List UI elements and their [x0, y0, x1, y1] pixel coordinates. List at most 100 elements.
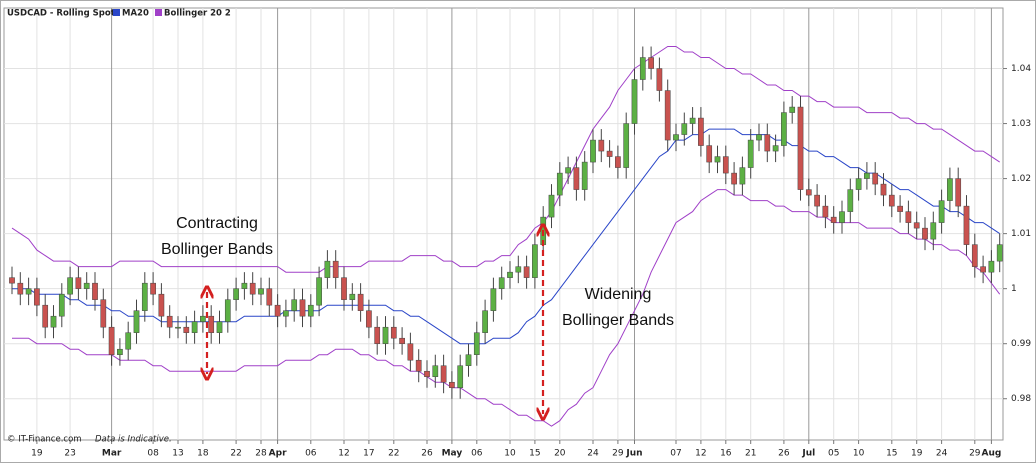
candle-body — [996, 244, 1003, 262]
candle-body — [590, 139, 596, 163]
x-tick-label: 07 — [670, 449, 681, 459]
x-tick-label: 06 — [305, 449, 317, 459]
candle-body — [258, 288, 264, 295]
candle-body — [855, 178, 862, 190]
x-tick-label: Apr — [269, 449, 287, 459]
y-tick-label: 0.99 — [1011, 339, 1031, 349]
candle-body — [872, 172, 879, 185]
candle-body — [17, 282, 24, 295]
candle-body — [83, 282, 90, 289]
candle-body — [283, 310, 289, 317]
candle-body — [216, 321, 223, 333]
candle-body — [639, 57, 646, 80]
candle-body — [332, 260, 339, 278]
candle-body — [75, 277, 82, 289]
candle-body — [9, 277, 15, 284]
candle-body — [432, 365, 439, 377]
x-tick-label: 15 — [529, 449, 540, 459]
candle-body — [307, 304, 314, 317]
candle-body — [573, 167, 580, 190]
candle-body — [374, 326, 381, 344]
candle-body — [357, 293, 364, 311]
candle-body — [739, 167, 746, 185]
candle-body — [457, 365, 464, 388]
candle-body — [399, 337, 405, 344]
candle-body — [814, 194, 820, 207]
candle-body — [191, 321, 198, 333]
annotation: Bollinger Bands — [562, 312, 674, 329]
x-tick-label: 05 — [828, 449, 839, 459]
candle-body — [42, 304, 49, 328]
candle-body — [366, 310, 372, 328]
x-tick-label: May — [442, 449, 463, 459]
candle-body — [424, 370, 430, 377]
candle-body — [440, 365, 447, 383]
x-tick-label: 10 — [853, 449, 865, 459]
candle-body — [274, 304, 281, 317]
candle-body — [117, 348, 123, 355]
candle-body — [241, 282, 248, 289]
candle-body — [673, 134, 679, 141]
candle-body — [390, 326, 397, 339]
x-tick-label: 16 — [720, 449, 732, 459]
candle-body — [108, 326, 115, 355]
candle-body — [963, 205, 970, 245]
candle-body — [781, 112, 787, 146]
candle-body — [556, 172, 563, 196]
candle-body — [208, 315, 215, 333]
candle-body — [50, 315, 57, 328]
candle-body — [913, 222, 920, 229]
legend-swatch — [155, 9, 162, 16]
candle-body — [166, 315, 173, 328]
x-tick-label: 22 — [388, 449, 399, 459]
candle-body — [523, 266, 530, 278]
legend-label: USDCAD - Rolling Spot — [7, 9, 115, 19]
candle-body — [764, 134, 771, 152]
y-tick-label: 1.02 — [1011, 174, 1031, 184]
candle-body — [482, 310, 488, 333]
candle-body — [847, 189, 854, 212]
candle-body — [955, 178, 962, 207]
candle-body — [58, 293, 65, 317]
x-tick-label: 06 — [471, 449, 483, 459]
candle-body — [805, 189, 812, 196]
candle-body — [25, 288, 32, 295]
x-tick-label: Jul — [801, 449, 815, 459]
candle-body — [532, 244, 538, 278]
candle-body — [648, 57, 654, 69]
x-tick-label: 24 — [936, 449, 948, 459]
x-tick-label: 19 — [911, 449, 923, 459]
legend-label: Bollinger 20 2 — [164, 9, 231, 19]
x-tick-label: 15 — [886, 449, 897, 459]
candle-body — [548, 194, 555, 218]
candle-body — [473, 332, 480, 355]
candle-body — [150, 282, 156, 295]
candle-body — [498, 277, 505, 289]
candle-body — [465, 354, 472, 366]
disclaimer: Data is Indicative. — [95, 435, 172, 445]
candle-body — [797, 106, 804, 190]
candle-body — [100, 299, 107, 328]
candle-body — [407, 343, 414, 361]
candle-body — [747, 139, 754, 168]
candle-body — [449, 381, 455, 388]
candle-body — [183, 326, 190, 333]
y-tick-label: 1 — [1011, 284, 1017, 294]
candle-body — [490, 288, 497, 311]
annotation: Widening — [585, 286, 652, 303]
candle-body — [515, 266, 522, 273]
x-tick-label: 12 — [338, 449, 349, 459]
x-tick-label: 08 — [147, 449, 159, 459]
candle-body — [565, 167, 571, 174]
candle-body — [864, 172, 870, 179]
y-tick-label: 1.04 — [1011, 64, 1031, 74]
candle-body — [224, 299, 231, 322]
annotation: Contracting — [176, 215, 258, 232]
candle-body — [606, 150, 613, 157]
candle-body — [888, 194, 895, 207]
candle-body — [947, 178, 953, 201]
bollinger-upper — [11, 46, 1000, 273]
x-tick-label: 24 — [587, 449, 599, 459]
x-tick-label: 29 — [612, 449, 624, 459]
